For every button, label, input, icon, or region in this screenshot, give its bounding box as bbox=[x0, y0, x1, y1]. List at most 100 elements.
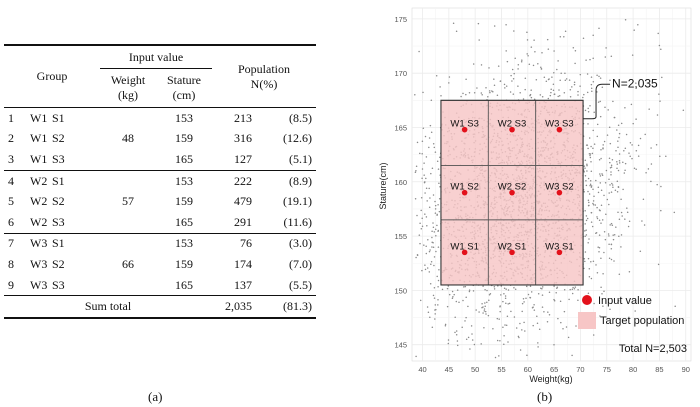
scatter-point bbox=[475, 309, 477, 311]
scatter-point bbox=[526, 53, 528, 55]
target-cell bbox=[440, 99, 489, 166]
scatter-point bbox=[520, 60, 523, 63]
scatter-point bbox=[657, 32, 659, 35]
scatter-point bbox=[596, 206, 598, 209]
scatter-point bbox=[448, 293, 451, 296]
scatter-point bbox=[510, 74, 512, 77]
scatter-point bbox=[547, 48, 550, 50]
header-stature-unit: (cm) bbox=[172, 88, 196, 102]
scatter-point bbox=[599, 77, 602, 79]
scatter-point bbox=[591, 90, 593, 92]
scatter-point bbox=[553, 343, 555, 346]
scatter-point bbox=[563, 35, 565, 38]
scatter-point bbox=[582, 96, 584, 99]
scatter-point bbox=[498, 355, 500, 357]
header-stature: Stature (cm) bbox=[156, 69, 212, 108]
cell-population-n: 316 bbox=[234, 131, 252, 146]
scatter-point bbox=[492, 327, 494, 330]
cell-no: 2 bbox=[8, 131, 14, 146]
cell-no: 8 bbox=[8, 256, 14, 271]
scatter-point bbox=[533, 303, 535, 306]
input-value-marker bbox=[556, 249, 563, 256]
scatter-point bbox=[569, 288, 571, 291]
scatter-point bbox=[628, 220, 631, 222]
scatter-point bbox=[635, 168, 637, 171]
y-tick-label: 175 bbox=[394, 15, 407, 24]
scatter-point bbox=[438, 210, 441, 213]
scatter-point bbox=[605, 169, 608, 172]
x-tick-label: 55 bbox=[497, 365, 505, 374]
scatter-point bbox=[616, 163, 619, 165]
scatter-point bbox=[464, 285, 467, 288]
scatter-point bbox=[514, 57, 516, 60]
scatter-point bbox=[563, 91, 566, 94]
scatter-point bbox=[600, 222, 602, 224]
cell-weight-group: W2 bbox=[30, 173, 48, 188]
scatter-point bbox=[586, 217, 589, 220]
scatter-point bbox=[595, 179, 597, 182]
input-value-marker bbox=[556, 126, 563, 133]
annotation-label: N=2,035 bbox=[612, 76, 658, 90]
scatter-point bbox=[497, 65, 500, 67]
scatter-point bbox=[615, 150, 617, 152]
table-row-sum: Sum total 2,035 (81.3) bbox=[4, 295, 316, 318]
cell-population-n: 127 bbox=[234, 151, 252, 166]
scatter-point bbox=[502, 300, 504, 303]
scatter-point bbox=[568, 298, 570, 301]
scatter-point bbox=[587, 107, 589, 110]
scatter-point bbox=[589, 179, 592, 182]
scatter-point bbox=[507, 289, 510, 291]
cell-weight-group: W1 bbox=[30, 110, 48, 125]
scatter-point bbox=[527, 54, 529, 57]
cell-input-stature: 165 bbox=[175, 214, 193, 229]
scatter-point bbox=[610, 258, 613, 261]
scatter-point bbox=[564, 30, 567, 32]
scatter-point bbox=[422, 91, 424, 94]
scatter-point bbox=[498, 318, 500, 320]
scatter-point bbox=[622, 188, 624, 191]
scatter-point bbox=[533, 39, 535, 41]
scatter-point bbox=[604, 238, 607, 241]
scatter-point bbox=[537, 63, 539, 65]
cell-input-weight: 48 bbox=[122, 131, 134, 146]
scatter-point bbox=[513, 30, 515, 32]
scatter-point bbox=[468, 290, 471, 293]
scatter-point bbox=[552, 83, 555, 85]
scatter-point bbox=[655, 143, 658, 146]
scatter-point bbox=[460, 95, 462, 98]
scatter-point bbox=[598, 27, 600, 29]
scatter-point bbox=[553, 298, 555, 301]
scatter-point bbox=[585, 144, 588, 146]
scatter-point bbox=[421, 177, 423, 180]
x-tick-label: 70 bbox=[576, 365, 584, 374]
scatter-point bbox=[428, 187, 430, 190]
scatter-point bbox=[630, 103, 633, 106]
scatter-point bbox=[541, 51, 543, 54]
legend-target-label: Target population bbox=[600, 315, 684, 327]
scatter-point bbox=[610, 222, 613, 225]
scatter-point bbox=[421, 225, 424, 227]
axes: 40 45 50 55 60 65 70 75 80 85 90 145 150 155 160 165 170… bbox=[394, 15, 689, 374]
scatter-point bbox=[434, 228, 437, 231]
scatter-point bbox=[432, 246, 435, 249]
scatter-point bbox=[539, 94, 542, 96]
scatter-point bbox=[487, 314, 490, 317]
scatter-point bbox=[608, 126, 611, 129]
scatter-point bbox=[527, 293, 530, 296]
scatter-point bbox=[434, 313, 436, 315]
scatter-point bbox=[438, 268, 440, 271]
scatter-point bbox=[517, 68, 519, 70]
scatter-point bbox=[437, 204, 439, 206]
scatter-point bbox=[493, 25, 496, 27]
scatter-point bbox=[419, 152, 421, 155]
scatter-point bbox=[622, 161, 624, 164]
scatter-point bbox=[593, 111, 595, 114]
cell-stature-group: S1 bbox=[52, 110, 65, 125]
scatter-point bbox=[499, 310, 501, 313]
cell-weight-group: W1 bbox=[30, 151, 48, 166]
scatter-point bbox=[452, 295, 454, 298]
scatter-point bbox=[598, 209, 601, 211]
scatter-point bbox=[660, 185, 662, 188]
scatter-point bbox=[613, 234, 616, 236]
scatter-point bbox=[617, 124, 620, 126]
